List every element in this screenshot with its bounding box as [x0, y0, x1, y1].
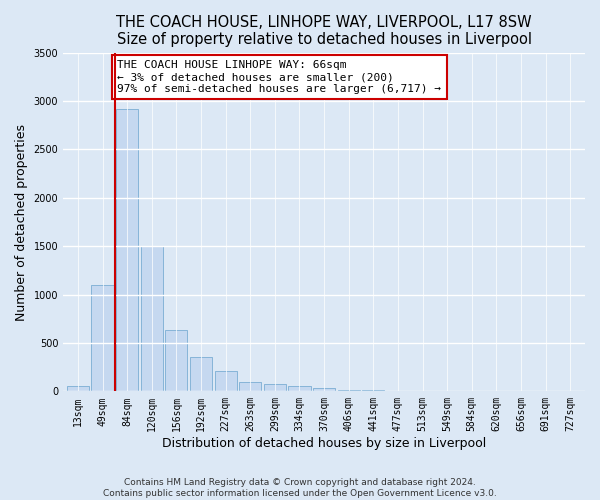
- Text: THE COACH HOUSE LINHOPE WAY: 66sqm
← 3% of detached houses are smaller (200)
97%: THE COACH HOUSE LINHOPE WAY: 66sqm ← 3% …: [118, 60, 442, 94]
- Bar: [91, 285, 113, 392]
- Bar: [67, 386, 89, 392]
- Title: THE COACH HOUSE, LINHOPE WAY, LIVERPOOL, L17 8SW
Size of property relative to de: THE COACH HOUSE, LINHOPE WAY, LIVERPOOL,…: [116, 15, 532, 48]
- Bar: [166, 330, 187, 392]
- Bar: [239, 382, 262, 392]
- Bar: [264, 384, 286, 392]
- Bar: [190, 358, 212, 392]
- Bar: [362, 390, 385, 392]
- Bar: [289, 386, 311, 392]
- Bar: [116, 109, 138, 392]
- Bar: [338, 390, 360, 392]
- Bar: [141, 246, 163, 392]
- Text: Contains HM Land Registry data © Crown copyright and database right 2024.
Contai: Contains HM Land Registry data © Crown c…: [103, 478, 497, 498]
- X-axis label: Distribution of detached houses by size in Liverpool: Distribution of detached houses by size …: [162, 437, 486, 450]
- Y-axis label: Number of detached properties: Number of detached properties: [15, 124, 28, 320]
- Bar: [313, 388, 335, 392]
- Bar: [215, 370, 237, 392]
